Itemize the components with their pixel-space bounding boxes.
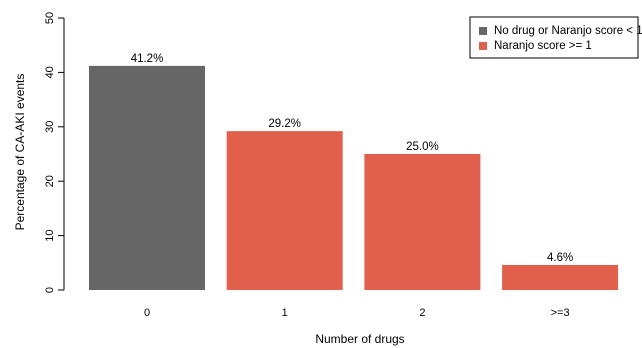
- x-tick-label-3: >=3: [551, 307, 570, 319]
- x-tick-labels: 0 1 2 >=3: [144, 307, 570, 319]
- legend-label-1: Naranjo score >= 1: [494, 40, 592, 52]
- bar-2: [364, 154, 481, 290]
- data-label-3: 4.6%: [547, 252, 573, 264]
- legend-swatch-0: [479, 27, 487, 35]
- y-tick-label: 0: [44, 287, 56, 293]
- y-axis: 0 10 20 30 40 50: [44, 12, 65, 293]
- x-axis-label: Number of drugs: [315, 332, 404, 346]
- y-tick-label: 50: [44, 12, 56, 24]
- y-tick-label: 20: [44, 175, 56, 187]
- x-tick-label-2: 2: [419, 307, 425, 319]
- data-labels: 41.2% 29.2% 25.0% 4.6%: [131, 53, 574, 264]
- y-axis-label: Percentage of CA-AKI events: [13, 74, 27, 231]
- bar-3: [502, 264, 619, 290]
- y-tick-label: 40: [44, 66, 56, 78]
- x-tick-label-0: 0: [144, 307, 150, 319]
- bar-1: [226, 131, 343, 290]
- legend-label-0: No drug or Naranjo score < 1: [494, 25, 642, 37]
- bars: [89, 65, 619, 290]
- y-tick-label: 10: [44, 229, 56, 241]
- legend-swatch-1: [479, 42, 487, 50]
- data-label-2: 25.0%: [406, 141, 439, 153]
- data-label-1: 29.2%: [268, 118, 301, 130]
- legend: No drug or Naranjo score < 1 Naranjo scor…: [469, 16, 642, 59]
- x-tick-label-1: 1: [282, 307, 288, 319]
- legend-box: [469, 16, 639, 59]
- bar-0: [89, 65, 205, 290]
- data-label-0: 41.2%: [131, 53, 164, 65]
- y-tick-label: 30: [44, 121, 56, 133]
